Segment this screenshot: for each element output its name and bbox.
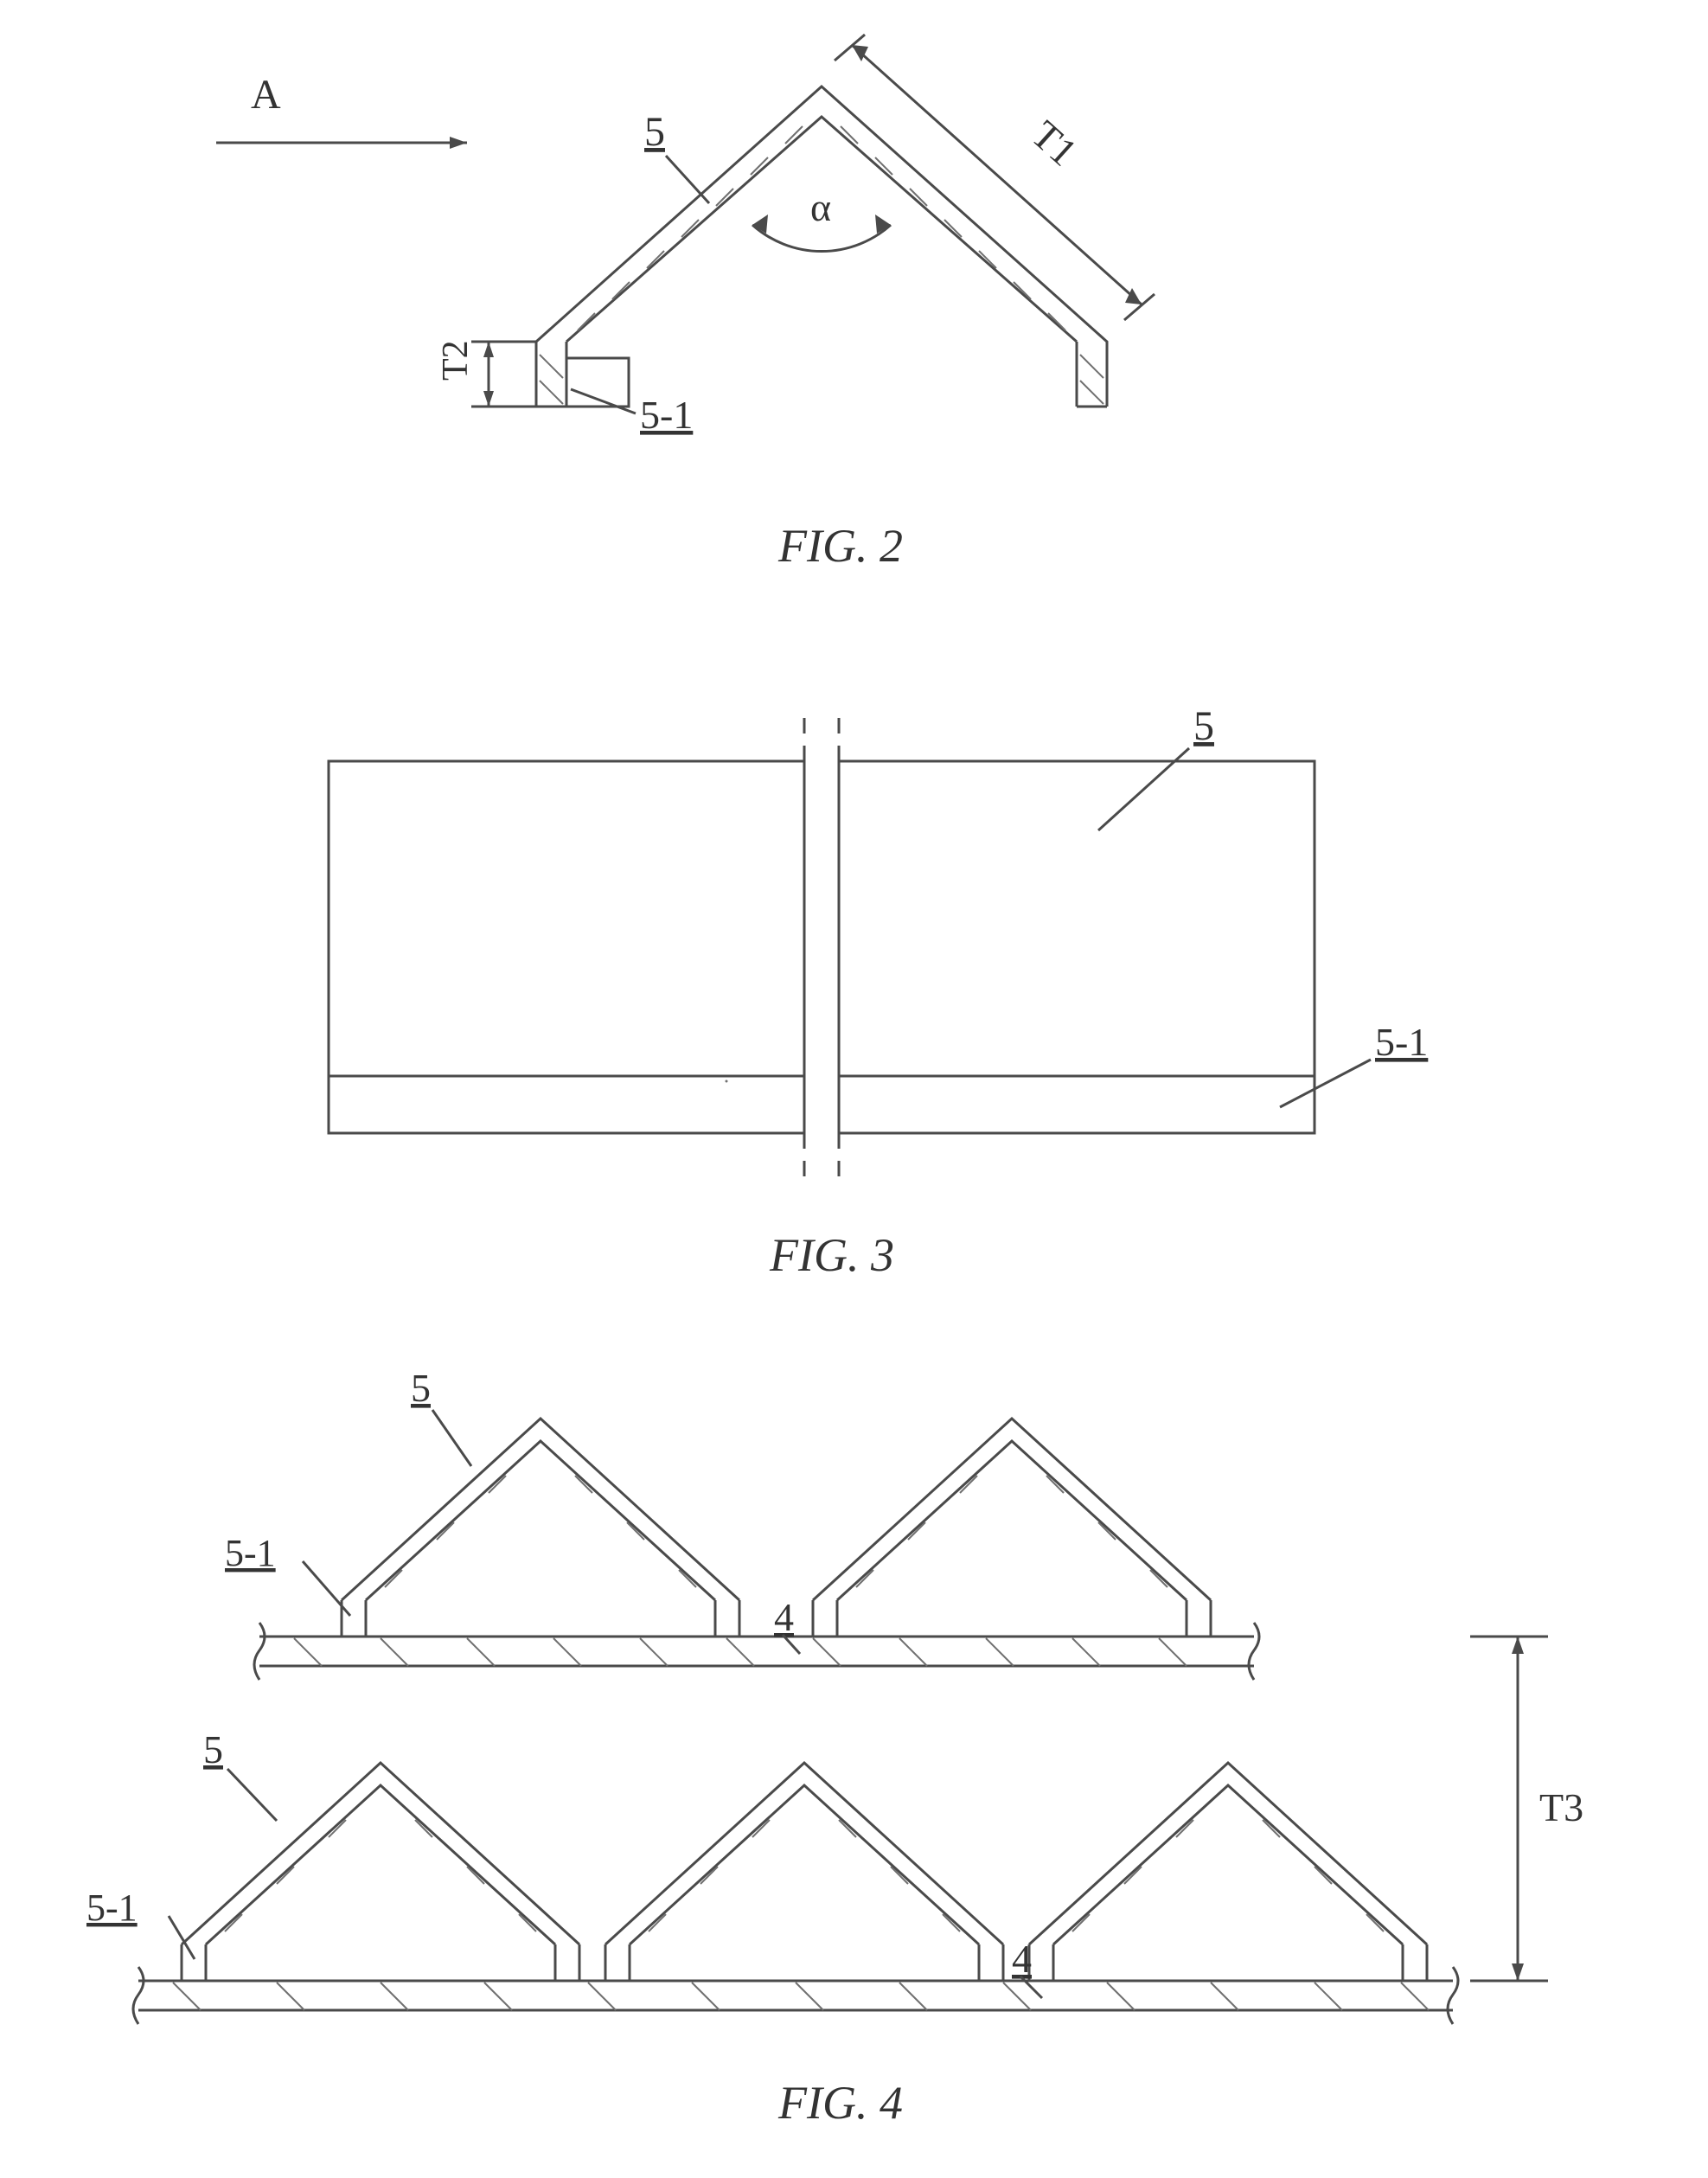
label-A: A: [251, 72, 281, 118]
fig2-drawing: A: [0, 0, 1708, 605]
label-ref5: 5: [644, 109, 665, 155]
label-ref4-bottom: 4: [1012, 1937, 1032, 1981]
label-ref5-top: 5: [411, 1366, 431, 1410]
label-ref4-top: 4: [774, 1595, 794, 1639]
label-T3: T3: [1539, 1785, 1583, 1829]
label-ref5-bottom: 5: [203, 1727, 223, 1771]
fig4-drawing: 5 5-1 4: [0, 1332, 1708, 2093]
label-ref5-1: 5-1: [1375, 1020, 1428, 1064]
label-ref5-1-top: 5-1: [225, 1532, 276, 1574]
label-T2: T2: [436, 340, 476, 381]
label-ref5-1: 5-1: [640, 393, 693, 437]
fig2-caption: FIG. 2: [778, 519, 903, 573]
label-alpha: α: [810, 185, 831, 229]
label-T1: T1: [1023, 112, 1085, 175]
fig3-caption: FIG. 3: [770, 1228, 894, 1282]
fig3-drawing: 5 5-1: [0, 666, 1708, 1220]
fig4-caption: FIG. 4: [778, 2076, 903, 2130]
label-ref5-1-bottom: 5-1: [86, 1887, 138, 1929]
label-ref5: 5: [1193, 703, 1214, 749]
